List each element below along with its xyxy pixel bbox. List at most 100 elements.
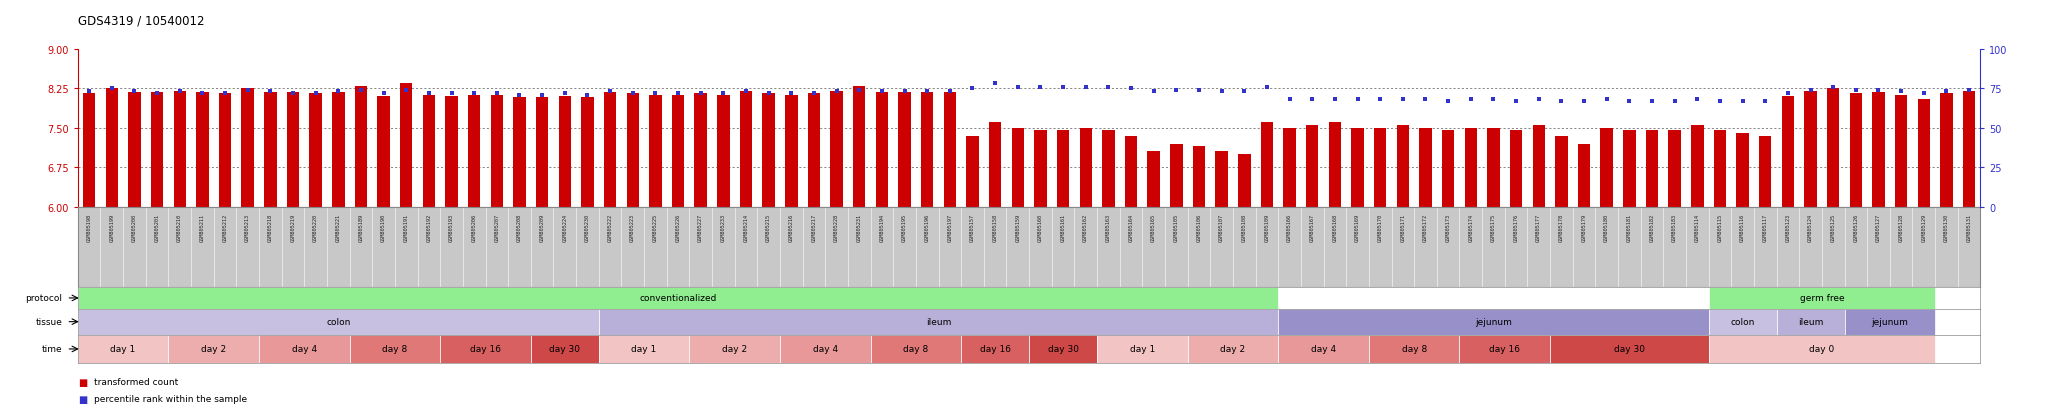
Bar (1028, 335, 1098, 363)
Bar (784, 96, 797, 207)
Text: GSM805201: GSM805201 (154, 214, 160, 242)
Bar (1374, 128, 1386, 207)
Text: GSM805165: GSM805165 (1151, 214, 1157, 242)
Point (1341, 97, 1374, 103)
Text: percentile rank within the sample: percentile rank within the sample (94, 394, 248, 403)
Text: GSM805171: GSM805171 (1401, 214, 1405, 242)
Point (1409, 97, 1442, 103)
Text: GSM805217: GSM805217 (811, 214, 817, 242)
Bar (1188, 335, 1278, 363)
Point (866, 89, 899, 95)
Text: day 16: day 16 (979, 344, 1010, 354)
Text: jejunum: jejunum (1475, 317, 1511, 326)
Text: GSM805231: GSM805231 (856, 214, 862, 242)
Text: GSM805219: GSM805219 (291, 214, 295, 242)
Bar (1487, 128, 1499, 207)
Bar (1845, 309, 1935, 335)
Text: GSM805166: GSM805166 (1286, 214, 1292, 242)
Bar (1759, 136, 1772, 207)
Bar (264, 93, 276, 207)
Bar (399, 84, 412, 207)
Point (1772, 90, 1804, 97)
Text: GSM805161: GSM805161 (1061, 214, 1065, 242)
Bar (944, 93, 956, 207)
Bar (1284, 128, 1296, 207)
Point (662, 90, 694, 97)
Point (1432, 98, 1464, 105)
Bar (961, 335, 1028, 363)
Bar (242, 89, 254, 207)
Point (1159, 87, 1192, 94)
Text: day 2: day 2 (723, 344, 748, 354)
Bar (1804, 92, 1817, 207)
Text: GSM805124: GSM805124 (1808, 214, 1812, 242)
Text: GSM805210: GSM805210 (178, 214, 182, 242)
Point (1092, 84, 1124, 91)
Point (797, 90, 829, 97)
Point (344, 87, 377, 94)
Point (209, 90, 242, 97)
Point (571, 92, 604, 99)
Bar (1397, 126, 1409, 207)
Text: GSM805224: GSM805224 (563, 214, 567, 242)
Point (1024, 84, 1057, 91)
Text: GSM805200: GSM805200 (131, 214, 137, 242)
Text: GSM805168: GSM805168 (1333, 214, 1337, 242)
Point (1001, 84, 1034, 91)
Point (934, 89, 967, 95)
Point (684, 90, 717, 97)
Bar (78, 309, 598, 335)
Bar (174, 92, 186, 207)
Bar (627, 94, 639, 207)
Point (752, 90, 784, 97)
Bar (1460, 335, 1550, 363)
Text: GSM805180: GSM805180 (1604, 214, 1610, 242)
Point (594, 89, 627, 95)
Text: GSM805108: GSM805108 (1241, 214, 1247, 242)
Bar (258, 335, 350, 363)
Text: GSM805190: GSM805190 (381, 214, 387, 242)
Text: GSM805158: GSM805158 (993, 214, 997, 242)
Point (889, 89, 922, 95)
Bar (422, 95, 434, 207)
Bar (1034, 131, 1047, 207)
Point (729, 89, 762, 95)
Text: GSM805175: GSM805175 (1491, 214, 1495, 242)
Point (979, 81, 1012, 88)
Text: GSM805215: GSM805215 (766, 214, 772, 242)
Text: day 30: day 30 (1614, 344, 1645, 354)
Bar (1532, 126, 1544, 207)
Text: GSM805169: GSM805169 (1356, 214, 1360, 242)
Text: GSM805107: GSM805107 (1219, 214, 1225, 242)
Text: GSM805225: GSM805225 (653, 214, 657, 242)
Point (434, 90, 467, 97)
Text: day 16: day 16 (471, 344, 502, 354)
Text: GSM805116: GSM805116 (1741, 214, 1745, 242)
Point (481, 90, 514, 97)
Point (1817, 84, 1849, 91)
Bar (1214, 152, 1229, 207)
Text: GSM805197: GSM805197 (948, 214, 952, 242)
Point (412, 90, 444, 97)
Point (1659, 98, 1692, 105)
Point (1296, 97, 1329, 103)
Point (1862, 87, 1894, 94)
Bar (899, 93, 911, 207)
Bar (1550, 335, 1708, 363)
Point (504, 92, 537, 99)
Point (459, 90, 492, 97)
Text: GSM805183: GSM805183 (1671, 214, 1677, 242)
Bar (989, 123, 1001, 207)
Text: ■: ■ (78, 377, 88, 387)
Text: GSM805160: GSM805160 (1038, 214, 1042, 242)
Bar (854, 86, 866, 207)
Point (1182, 87, 1214, 94)
Bar (219, 94, 231, 207)
Text: jejunum: jejunum (1872, 317, 1909, 326)
Text: GSM805177: GSM805177 (1536, 214, 1542, 242)
Point (1681, 97, 1714, 103)
Text: GSM805181: GSM805181 (1626, 214, 1632, 242)
Text: GSM805220: GSM805220 (313, 214, 317, 242)
Point (1794, 87, 1827, 94)
Text: GSM805182: GSM805182 (1649, 214, 1655, 242)
